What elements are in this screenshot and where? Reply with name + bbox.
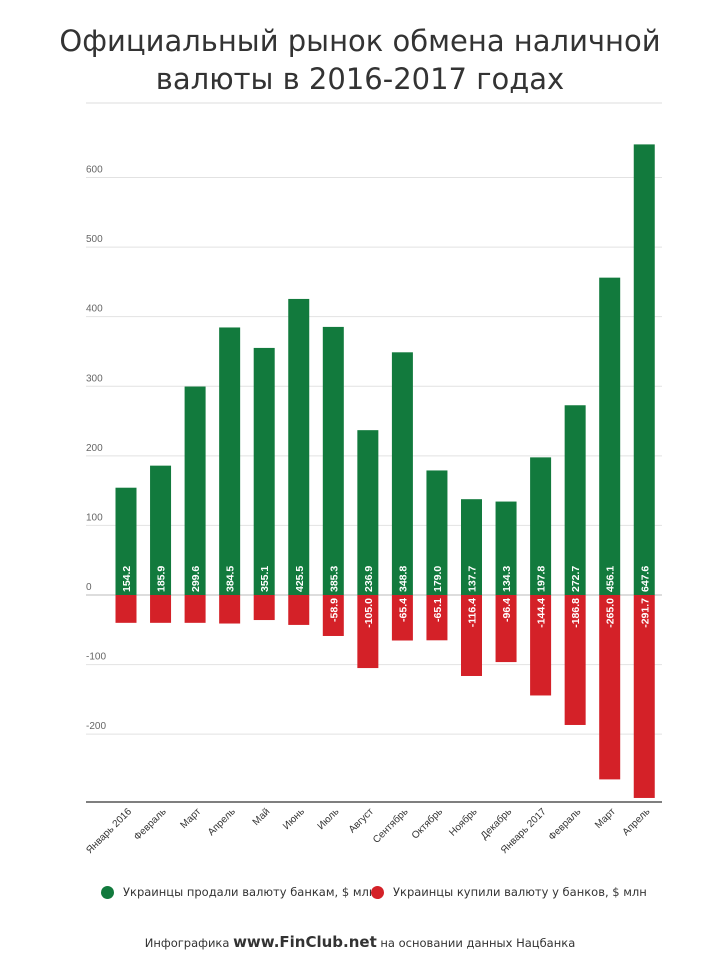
data-label-bought: -144.4 [536, 598, 548, 628]
bar-sold [461, 499, 482, 595]
data-label-sold: 134.3 [501, 566, 513, 592]
data-label-bought: -265.0 [605, 598, 617, 628]
y-tick-label: 600 [86, 165, 103, 176]
x-tick-label: Июнь [281, 806, 307, 832]
bar-bought [357, 595, 379, 669]
data-label-sold: 272.7 [570, 566, 582, 592]
data-label-bought: -58.9 [328, 598, 340, 622]
bar-bought [391, 595, 413, 641]
bar-sold [219, 327, 241, 595]
data-label-bought: -105.0 [363, 598, 375, 628]
data-label-sold: 355.1 [259, 566, 271, 592]
bar-bought [599, 595, 621, 780]
data-label-sold: 299.6 [190, 566, 202, 592]
credit-site-link[interactable]: www.FinClub.net [233, 933, 377, 951]
data-label-sold: 647.6 [639, 566, 651, 592]
data-label-sold: 348.8 [397, 566, 409, 592]
data-label-sold: 385.3 [328, 566, 340, 592]
y-tick-label: 400 [86, 304, 103, 315]
x-tick-label: Март [179, 806, 204, 831]
legend-swatch-bought [371, 885, 384, 899]
chart-legend: Украинцы продали валюту банкам, $ млн Ук… [0, 885, 720, 909]
y-tick-label: -100 [86, 652, 106, 663]
bar-sold [530, 457, 552, 595]
x-tick-label: Январь 2016 [84, 806, 134, 856]
bar-sold [253, 347, 275, 595]
y-tick-label: 100 [86, 512, 103, 523]
legend-swatch-sold [101, 885, 114, 899]
y-tick-label: -200 [86, 721, 106, 732]
bar-sold [322, 326, 344, 595]
bar-sold [599, 277, 621, 595]
data-label-sold: 154.2 [121, 566, 133, 592]
data-label-sold: 384.5 [225, 566, 237, 592]
bar-sold [288, 298, 310, 595]
data-label-bought: -116.4 [467, 598, 479, 627]
data-label-bought: -96.4 [501, 598, 513, 622]
bar-sold [426, 470, 448, 595]
chart-title-line-2: валюты в 2016-2017 годах [155, 62, 565, 96]
x-tick-label: Март [593, 806, 618, 831]
chart-title: Официальный рынок обмена наличной валюты… [0, 22, 720, 98]
data-label-bought: -186.8 [570, 598, 582, 628]
legend-label-bought: Украинцы купили валюту у банков, $ млн [393, 885, 647, 899]
bar-bought [115, 595, 137, 623]
data-label-sold: 456.1 [605, 566, 617, 592]
bar-sold [564, 405, 586, 595]
x-tick-label: Февраль [132, 806, 169, 843]
data-label-sold: 425.5 [294, 566, 306, 592]
bar-bought [564, 595, 586, 725]
data-label-sold: 185.9 [156, 566, 168, 592]
bar-sold [391, 352, 413, 595]
bar-bought [184, 595, 206, 623]
chart-title-line-1: Официальный рынок обмена наличной [59, 24, 661, 58]
x-tick-label: Ноябрь [447, 806, 480, 839]
bar-sold [150, 465, 172, 595]
x-tick-label: Февраль [547, 806, 584, 843]
bar-bought [150, 595, 172, 623]
x-tick-label: Сентябрь [370, 806, 410, 846]
bar-sold [184, 386, 206, 595]
y-tick-label: 500 [86, 234, 103, 245]
x-tick-label: Август [347, 806, 376, 835]
x-tick-label: Июль [316, 806, 342, 832]
bar-bought [288, 595, 310, 625]
y-tick-label: 200 [86, 443, 103, 454]
bar-bought [219, 595, 241, 624]
credit-prefix: Инфографика [144, 936, 230, 950]
legend-item-bought: Украинцы купили валюту у банков, $ млн [371, 885, 647, 899]
data-label-bought: -65.4 [397, 598, 409, 622]
x-tick-label: Октябрь [409, 806, 445, 842]
data-label-sold: 179.0 [432, 566, 444, 592]
x-tick-label: Апрель [621, 806, 653, 838]
bar-sold [115, 487, 137, 595]
y-tick-label: 300 [86, 373, 103, 384]
legend-item-sold: Украинцы продали валюту банкам, $ млн [101, 885, 376, 899]
source-credit: Инфографика www.FinClub.net на основании… [0, 933, 720, 951]
data-label-sold: 137.7 [467, 566, 479, 592]
data-label-bought: -291.7 [639, 598, 651, 628]
data-label-sold: 236.9 [363, 566, 375, 592]
bar-sold [633, 144, 655, 596]
bar-bought [322, 595, 344, 636]
bar-sold [357, 430, 379, 595]
bar-bought [495, 595, 517, 663]
bar-bought [530, 595, 552, 696]
legend-label-sold: Украинцы продали валюту банкам, $ млн [123, 885, 377, 899]
bar-bought [461, 595, 482, 676]
x-tick-label: Декабрь [478, 806, 514, 842]
x-tick-label: Май [251, 806, 273, 828]
bar-bought [253, 595, 275, 621]
x-tick-label: Апрель [206, 806, 238, 838]
bar-bought [426, 595, 448, 641]
credit-suffix: на основании данных Нацбанка [380, 936, 576, 950]
data-label-sold: 197.8 [536, 566, 548, 592]
bar-sold [495, 501, 517, 595]
data-label-bought: -65.1 [432, 598, 444, 622]
bar-bought [633, 595, 655, 798]
y-tick-label: 0 [86, 582, 92, 593]
